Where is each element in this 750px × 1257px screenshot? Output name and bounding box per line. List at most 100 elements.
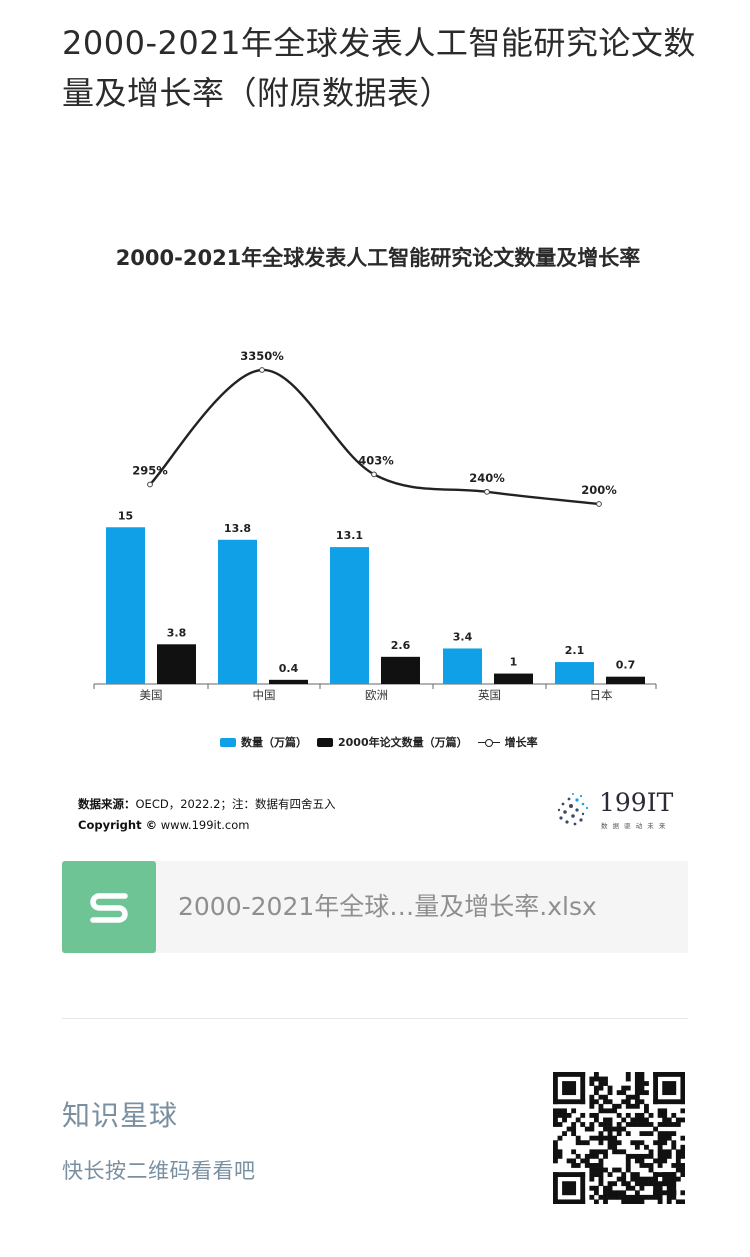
- qr-module: [625, 1085, 631, 1091]
- qr-module: [644, 1163, 649, 1168]
- qr-module: [557, 1108, 563, 1114]
- qr-module: [571, 1158, 577, 1164]
- qr-module: [571, 1131, 577, 1137]
- qr-module: [625, 1094, 631, 1100]
- qr-module: [557, 1149, 563, 1155]
- bar-2000-label-3: 1: [510, 656, 518, 669]
- bar-count-label-1: 13.8: [224, 522, 251, 535]
- qr-module: [648, 1194, 654, 1200]
- qr-module: [634, 1140, 640, 1146]
- qr-module: [639, 1072, 645, 1077]
- qr-module: [653, 1158, 658, 1164]
- qr-module: [575, 1140, 581, 1146]
- qr-module: [553, 1149, 558, 1155]
- legend-label-count: 数量（万篇）: [241, 736, 307, 749]
- attachment-file-card[interactable]: 2000-2021年全球…量及增长率.xlsx: [62, 861, 688, 953]
- qr-module: [639, 1140, 645, 1146]
- qr-code[interactable]: [553, 1072, 685, 1204]
- qr-module: [616, 1131, 622, 1137]
- qr-module: [648, 1167, 654, 1173]
- qr-module: [607, 1185, 613, 1191]
- qr-module: [634, 1094, 640, 1100]
- qr-finder: [662, 1081, 677, 1096]
- qr-module: [598, 1158, 604, 1164]
- qr-module: [634, 1153, 640, 1159]
- qr-module: [575, 1153, 581, 1159]
- qr-module: [612, 1190, 618, 1196]
- chart-footnote: 数据来源：OECD，2022.2；注：数据有四舍五入 Copyright © w…: [78, 794, 335, 836]
- qr-module: [603, 1122, 608, 1127]
- growth-label-0: 295%: [132, 463, 168, 477]
- qr-module: [662, 1117, 668, 1123]
- growth-rate-line: [149, 368, 600, 506]
- qr-module: [653, 1172, 658, 1196]
- qr-module: [589, 1094, 595, 1100]
- growth-point-2: [371, 471, 377, 478]
- qr-module: [644, 1194, 649, 1200]
- copyright-label: Copyright ©: [78, 818, 158, 832]
- qr-module: [571, 1163, 577, 1168]
- qr-module: [644, 1081, 649, 1086]
- qr-module: [657, 1158, 663, 1164]
- qr-module: [644, 1090, 649, 1096]
- qr-module: [662, 1153, 668, 1159]
- qr-module: [589, 1149, 595, 1155]
- qr-module: [607, 1126, 613, 1132]
- qr-module: [639, 1099, 645, 1105]
- qr-module: [630, 1117, 636, 1123]
- qr-module: [639, 1081, 645, 1086]
- qr-module: [616, 1103, 622, 1109]
- qr-module: [675, 1199, 681, 1204]
- qr-module: [648, 1131, 654, 1137]
- qr-module: [589, 1172, 595, 1177]
- qr-module: [589, 1112, 595, 1118]
- qr-module: [603, 1081, 608, 1086]
- qr-module: [680, 1163, 685, 1168]
- chart-image[interactable]: 2000-2021年全球发表人工智能研究论文数量及增长率 15 3.8 美国 13.8…: [58, 220, 698, 850]
- qr-module: [621, 1181, 627, 1187]
- qr-module: [584, 1153, 590, 1159]
- qr-module: [630, 1094, 636, 1100]
- qr-module: [621, 1090, 627, 1096]
- qr-module: [625, 1099, 631, 1105]
- qr-module: [671, 1194, 677, 1200]
- qr-module: [584, 1158, 590, 1164]
- qr-module: [580, 1112, 586, 1118]
- qr-finder: [553, 1172, 558, 1204]
- bar-count-4: [555, 662, 594, 684]
- legend-label-2000-count: 2000年论文数量（万篇）: [338, 736, 468, 749]
- qr-module: [653, 1194, 658, 1200]
- qr-module: [607, 1172, 613, 1177]
- category-label-3: 英国: [478, 688, 501, 702]
- qr-module: [671, 1140, 677, 1146]
- qr-module: [648, 1153, 654, 1159]
- qr-module: [612, 1140, 618, 1146]
- legend-item-growth: 增长率: [477, 734, 538, 750]
- qr-module: [662, 1158, 668, 1164]
- qr-module: [612, 1108, 618, 1114]
- qr-module: [553, 1122, 558, 1127]
- qr-module: [675, 1153, 681, 1159]
- qr-module: [593, 1072, 599, 1077]
- growth-label-1: 3350%: [240, 349, 284, 363]
- qr-module: [603, 1194, 608, 1200]
- qr-module: [603, 1108, 608, 1114]
- qr-module: [639, 1085, 645, 1091]
- growth-label-4: 200%: [581, 483, 617, 497]
- qr-module: [625, 1076, 631, 1082]
- qr-module: [634, 1194, 640, 1200]
- brand-logo: 199IT 数 据 驱 动 未 来: [553, 788, 683, 832]
- qr-module: [680, 1108, 685, 1114]
- qr-module: [634, 1112, 640, 1118]
- qr-module: [621, 1176, 627, 1182]
- qr-module: [616, 1090, 622, 1096]
- qr-module: [575, 1135, 581, 1141]
- qr-module: [639, 1131, 645, 1137]
- qr-module: [562, 1108, 567, 1114]
- attachment-file-name[interactable]: 2000-2021年全球…量及增长率.xlsx: [178, 892, 597, 921]
- qr-module: [666, 1122, 672, 1127]
- qr-module: [616, 1190, 622, 1196]
- category-label-4: 日本: [590, 688, 613, 702]
- qr-module: [580, 1158, 586, 1164]
- bar-2000-label-2: 2.6: [391, 639, 411, 652]
